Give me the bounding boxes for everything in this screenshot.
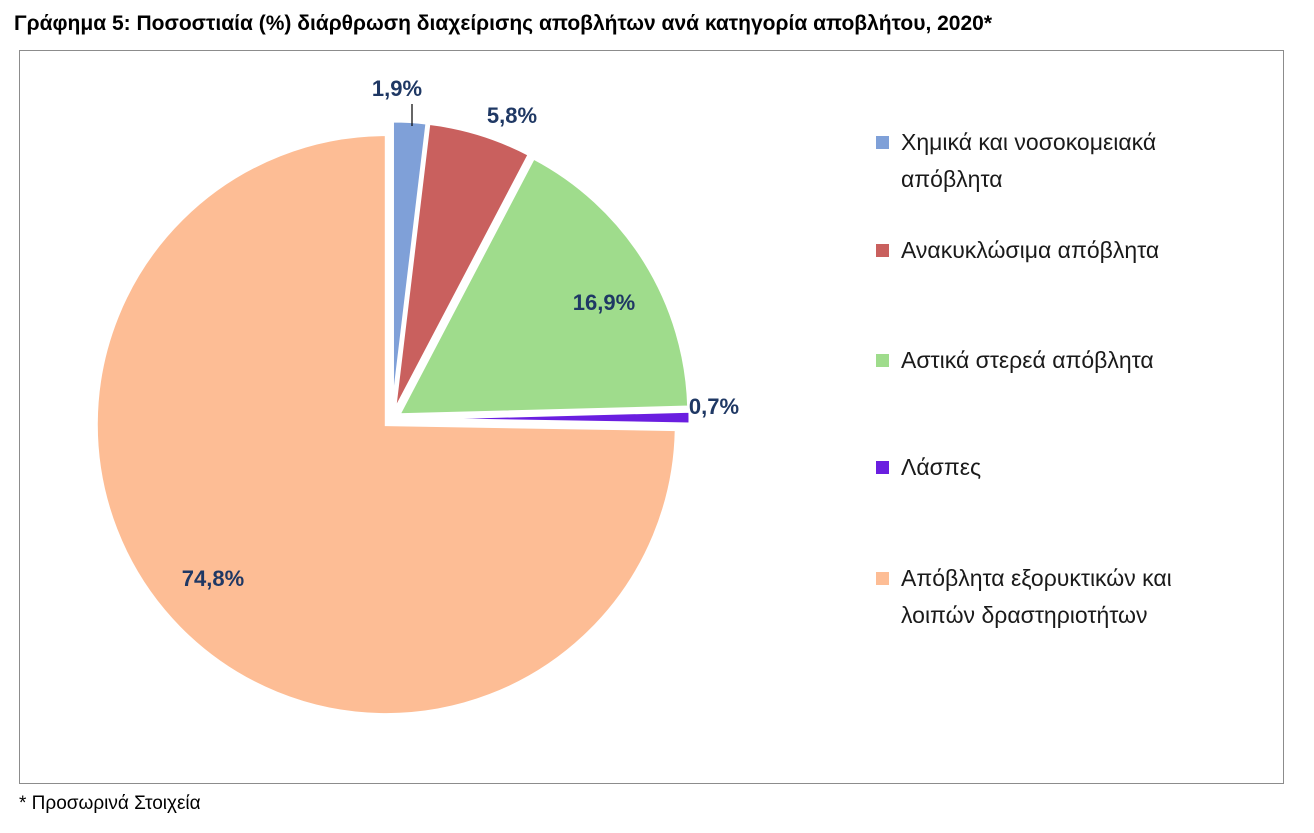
pie-slice-mining-other xyxy=(94,133,678,717)
pie-slice-municipal-solid xyxy=(396,155,691,417)
data-label-chemical-hospital: 1,9% xyxy=(372,76,422,101)
legend-label: Απόβλητα εξορυκτικών και λοιπών δραστηρι… xyxy=(901,565,1172,628)
data-label-sludge: 0,7% xyxy=(689,394,739,419)
legend-label: Λάσπες xyxy=(901,454,982,480)
chart-title: Γράφημα 5: Ποσοστιαία (%) διάρθρωση διαχ… xyxy=(14,12,993,35)
legend-item-mining-other: Απόβλητα εξορυκτικών και λοιπών δραστηρι… xyxy=(876,560,1241,634)
pie-slice-chemical-hospital xyxy=(390,119,429,412)
pie-slice-sludge xyxy=(399,409,692,426)
legend-item-sludge: Λάσπες xyxy=(876,449,981,486)
data-label-mining-other: 74,8% xyxy=(182,566,244,591)
footnote: * Προσωρινά Στοιχεία xyxy=(19,793,201,814)
legend-swatch xyxy=(876,572,889,585)
chart-frame xyxy=(19,50,1284,784)
legend-swatch xyxy=(876,244,889,257)
legend-swatch xyxy=(876,461,889,474)
data-label-municipal-solid: 16,9% xyxy=(573,290,635,315)
legend-label: Ανακυκλώσιμα απόβλητα xyxy=(901,237,1160,263)
legend-swatch xyxy=(876,354,889,367)
legend-item-recyclable: Ανακυκλώσιμα απόβλητα xyxy=(876,232,1159,269)
legend-label: Αστικά στερεά απόβλητα xyxy=(901,347,1154,373)
legend-label: Χημικά και νοσοκομειακά απόβλητα xyxy=(901,129,1157,192)
legend-swatch xyxy=(876,136,889,149)
data-label-recyclable: 5,8% xyxy=(487,103,537,128)
legend-item-municipal-solid: Αστικά στερεά απόβλητα xyxy=(876,342,1154,379)
pie-slice-recyclable xyxy=(392,121,532,413)
legend-item-chemical-hospital: Χημικά και νοσοκομειακά απόβλητα xyxy=(876,124,1241,198)
